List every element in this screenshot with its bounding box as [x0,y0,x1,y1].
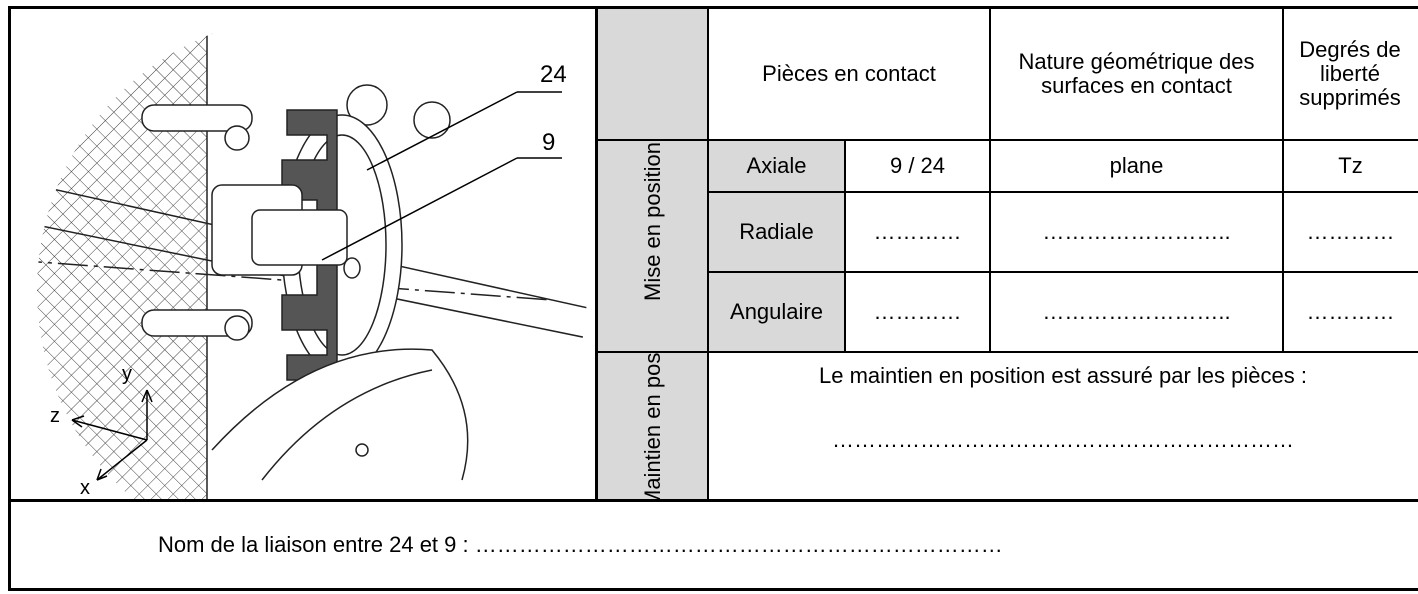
border [597,351,1418,353]
axis-label: x [80,477,90,499]
part-label: 24 [540,61,567,88]
group-cell: Maintien en position [597,352,708,500]
cell: plane [990,140,1283,192]
border [708,271,1418,273]
axis-label: y [122,363,132,385]
mechanism-drawing: 24 9 y z x [37,15,587,500]
border [8,499,1418,502]
cell-text: ………… [873,219,962,244]
header-cell: Pièces en contact [708,8,990,140]
border [8,6,11,591]
maintien-cell: Le maintien en position est assuré par l… [708,352,1418,500]
cell: ………… [1283,192,1418,272]
cell-text: Axiale [746,153,807,178]
header-cell: Nature géométrique des surfaces en conta… [990,8,1283,140]
maintien-text: Le maintien en position est assuré par l… [819,363,1307,388]
cell: 9 / 24 [845,140,990,192]
cell: Tz [1283,140,1418,192]
cell: ………… [1283,272,1418,352]
footer-text: Nom de la liaison entre 24 et 9 : ………………… [158,532,1003,557]
row-label: Radiale [708,192,845,272]
cell: …………………….. [990,192,1283,272]
header-text: Nature géométrique des surfaces en conta… [1018,49,1255,98]
header-text: Pièces en contact [762,61,936,86]
cell-text: Tz [1338,153,1363,178]
border [595,6,598,501]
axis-label: z [50,405,60,427]
border [989,6,991,352]
group-label: Maintien en position [639,352,665,500]
border [707,6,709,501]
cell-text: Angulaire [730,299,823,324]
cell-text: Radiale [739,219,814,244]
border [8,588,1418,591]
cell-text: ………… [1306,219,1395,244]
cell: ………… [845,272,990,352]
row-label: Axiale [708,140,845,192]
border [844,140,846,352]
footer-cell: Nom de la liaison entre 24 et 9 : ………………… [10,500,1418,590]
cell-text: …………………….. [1042,219,1231,244]
border [708,191,1418,193]
cell-text: …………………….. [1042,299,1231,324]
part-label: 9 [542,129,555,156]
blank-cell [597,8,708,140]
maintien-answer: ……………………………………………………… [832,427,1294,452]
row-label: Angulaire [708,272,845,352]
cell: ………… [845,192,990,272]
border [8,6,1418,9]
group-label: Mise en position [639,142,665,301]
header-cell: Degrés de liberté supprimés [1283,8,1418,140]
cell: …………………….. [990,272,1283,352]
group-cell: Mise en position [597,140,708,352]
border [1282,6,1284,352]
cell-text: plane [1109,153,1164,178]
cell-text: ………… [873,299,962,324]
header-text: Degrés de liberté supprimés [1299,37,1401,110]
cell-text: ………… [1306,299,1395,324]
cell-text: 9 / 24 [889,153,946,178]
border [597,139,1418,141]
